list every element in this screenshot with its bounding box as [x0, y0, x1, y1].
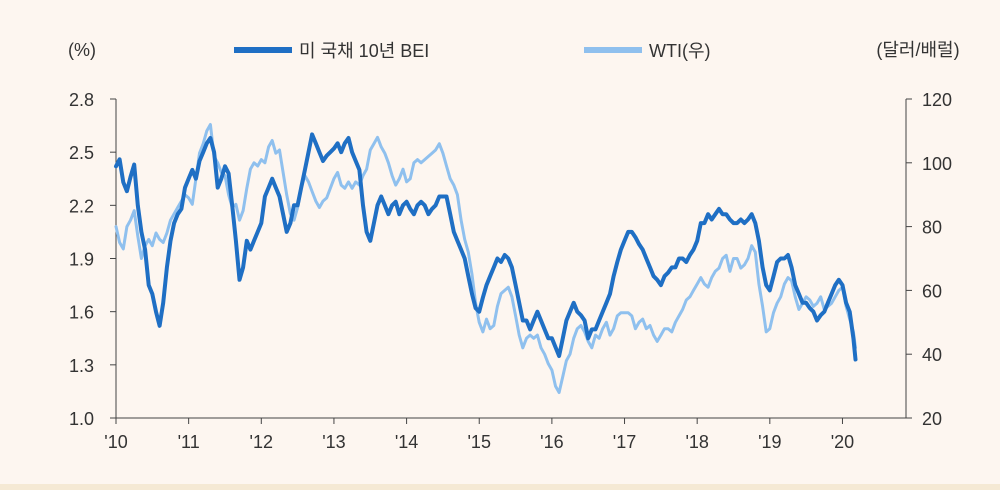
x-tick-label: '15: [468, 432, 491, 452]
y-left-tick-label: 1.3: [69, 356, 94, 376]
y-left-tick-label: 2.8: [69, 90, 94, 110]
y-left-tick-label: 1.6: [69, 303, 94, 323]
x-tick-label: '13: [322, 432, 345, 452]
x-tick-label: '10: [104, 432, 127, 452]
right-axis-unit: (달러/배럴): [876, 40, 959, 60]
x-tick-label: '11: [178, 432, 200, 452]
y-right-tick-label: 120: [922, 90, 952, 110]
legend-label-wti: WTI(우): [649, 41, 711, 61]
x-tick-label: '19: [758, 432, 781, 452]
x-tick-label: '14: [395, 432, 418, 452]
y-right-tick-label: 20: [922, 409, 942, 429]
x-tick-label: '12: [250, 432, 273, 452]
y-left-tick-label: 1.0: [69, 409, 94, 429]
legend: 미 국채 10년 BEI WTI(우): [234, 41, 711, 61]
bottom-strip: [0, 484, 1000, 490]
axis-ticks: 1.0 1.3 1.6 1.9 2.2 2.5 2.8 20 40 60 80 100 120 '10 '1…: [69, 90, 952, 452]
y-right-tick-label: 80: [922, 218, 942, 238]
x-tick-label: '18: [685, 432, 708, 452]
legend-label-bei: 미 국채 10년 BEI: [299, 41, 429, 61]
y-right-tick-label: 60: [922, 281, 942, 301]
series-line-wti: [114, 123, 857, 394]
x-tick-label: '17: [613, 432, 636, 452]
y-right-tick-label: 100: [922, 154, 952, 174]
y-left-tick-label: 1.9: [69, 250, 94, 270]
left-axis-unit: (%): [68, 40, 96, 60]
y-left-tick-label: 2.5: [69, 143, 94, 163]
plot-area: 1.0 1.3 1.6 1.9 2.2 2.5 2.8 20 40 60 80 100 120 '10 '1…: [69, 90, 952, 452]
y-left-tick-label: 2.2: [69, 196, 94, 216]
y-right-tick-label: 40: [922, 345, 942, 365]
series-layer: [114, 123, 858, 394]
series-line-bei: [114, 132, 858, 362]
x-tick-label: '20: [831, 432, 854, 452]
x-tick-label: '16: [540, 432, 563, 452]
